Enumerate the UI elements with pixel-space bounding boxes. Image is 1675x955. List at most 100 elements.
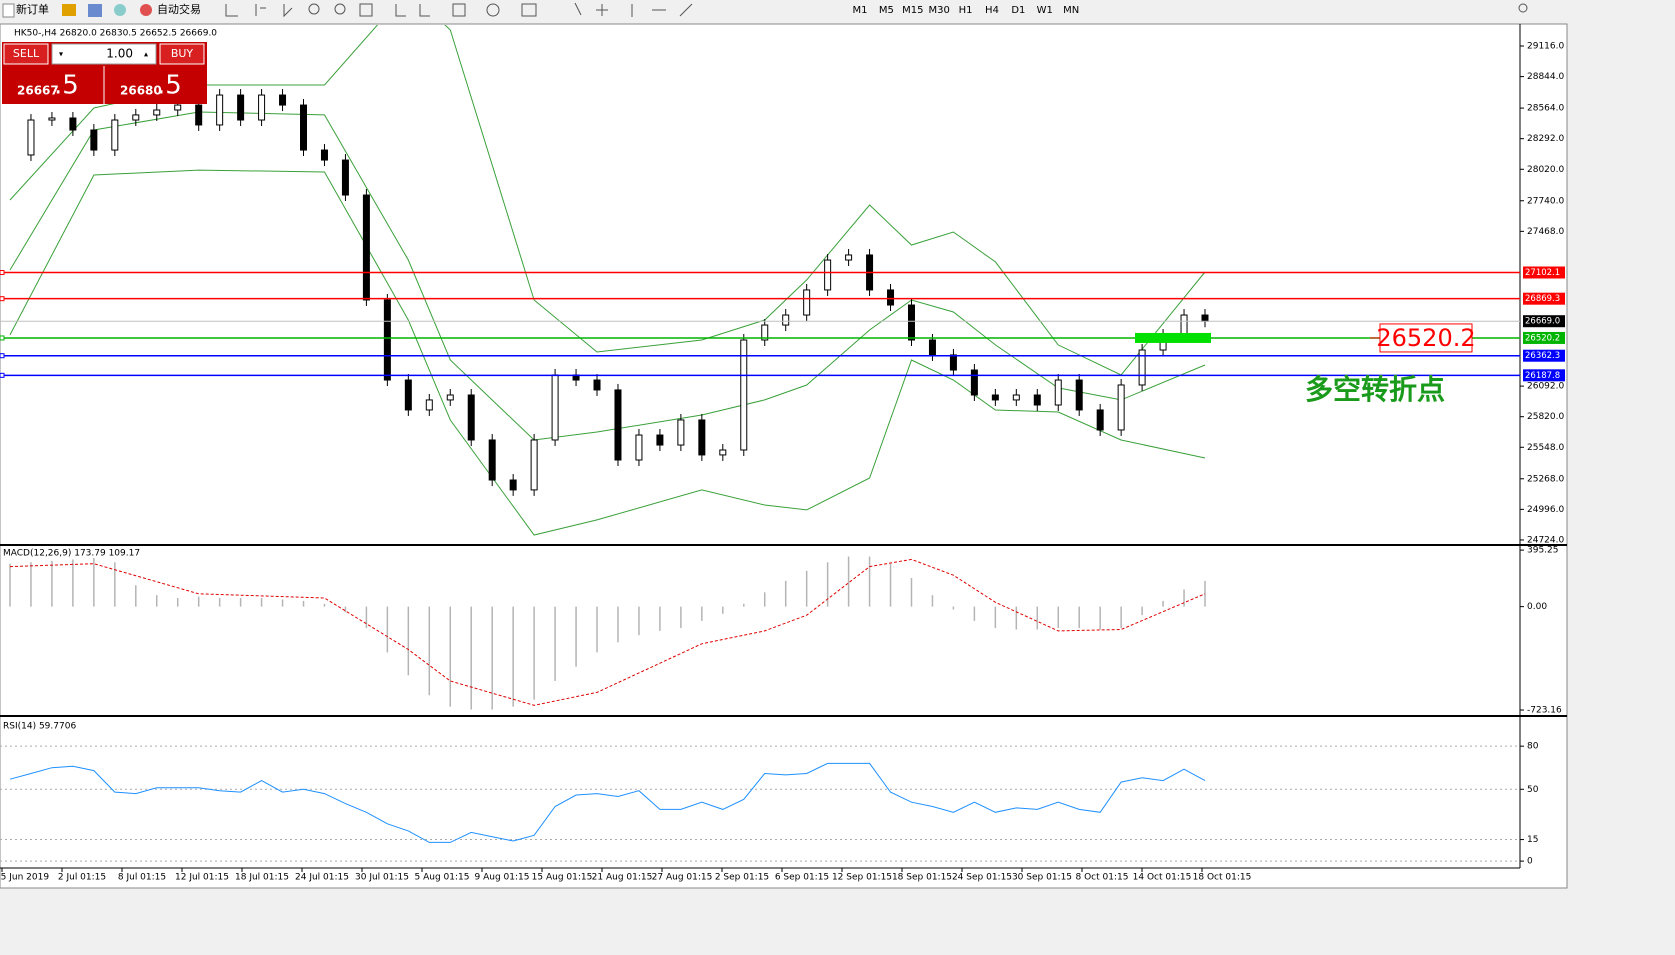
candle	[237, 94, 245, 121]
candle	[258, 94, 266, 121]
x-tick-label: 18 Jul 01:15	[235, 873, 289, 883]
ask-tail[interactable]: .5	[157, 71, 182, 101]
level-anchor	[0, 372, 5, 378]
level-label-bg	[1523, 292, 1565, 305]
chart-title: HK50-,H4 26820.0 26830.5 26652.5 26669.0	[14, 29, 217, 39]
zoom-out[interactable]	[334, 3, 346, 15]
x-tick-label: 18 Oct 01:15	[1193, 873, 1252, 883]
timeframes: M1 M5 M15 M30 H1 H4 D1 W1 MN	[853, 5, 1080, 16]
search[interactable]	[1518, 3, 1528, 13]
level-label-bg	[1523, 369, 1565, 382]
rsi-line	[9, 762, 1206, 843]
y-tick-label: 15	[1527, 835, 1538, 845]
y-tick-label: 27740.0	[1527, 196, 1564, 206]
candle	[509, 479, 517, 491]
y-tick-label: 28564.0	[1527, 104, 1564, 114]
x-tick-label: 12 Jul 01:15	[175, 873, 229, 883]
x-tick-label: 24 Sep 01:15	[952, 873, 1012, 883]
timeframe[interactable]: D1	[1011, 5, 1025, 16]
new-order-icon[interactable]	[2, 3, 15, 18]
candle	[970, 369, 978, 396]
x-tick-label: 9 Aug 01:15	[475, 873, 530, 883]
chart-window	[0, 23, 1568, 889]
candle	[320, 149, 328, 161]
buy-button[interactable]	[159, 43, 205, 65]
icon[interactable]	[521, 3, 537, 17]
candle	[488, 439, 496, 481]
icon[interactable]	[486, 3, 500, 17]
candle	[383, 299, 391, 381]
y-tick-label: 28292.0	[1527, 134, 1564, 144]
timeframe[interactable]: MN	[1063, 5, 1079, 16]
timeframe[interactable]: H1	[959, 5, 973, 16]
sell-button[interactable]	[3, 43, 49, 65]
candle	[404, 379, 412, 411]
icon[interactable]	[114, 4, 126, 16]
timeframe[interactable]: M5	[879, 5, 894, 16]
plot: HK50-,H4 26820.0 26830.5 26652.5 26669.0…	[0, 25, 1565, 883]
candle	[614, 389, 622, 461]
candle	[761, 324, 769, 341]
lots-input[interactable]	[51, 43, 157, 65]
x-tick-label: 15 Aug 01:15	[532, 873, 593, 883]
timeframe[interactable]: H4	[985, 5, 999, 16]
trade-panel: SELL BUY ▾ ▴ 1.00 26667 .5 26680 .5	[2, 42, 207, 104]
icon[interactable]	[62, 4, 76, 16]
x-tick-label: 14 Oct 01:15	[1133, 873, 1192, 883]
level-label-bg	[1523, 266, 1565, 279]
x-tick-label: 27 Aug 01:15	[652, 873, 713, 883]
y-tick-label: 28844.0	[1527, 72, 1564, 82]
y-tick-label: 25268.0	[1527, 474, 1564, 484]
y-tick-label: 24724.0	[1527, 535, 1564, 545]
new-order[interactable]: 新订单	[16, 2, 49, 16]
candle	[1096, 409, 1104, 431]
level-anchor	[0, 353, 5, 359]
sell-label[interactable]: SELL	[13, 47, 40, 60]
y-tick-label: 50	[1527, 785, 1539, 795]
candle	[1054, 379, 1062, 406]
level-label: 26869.3	[1525, 294, 1560, 304]
timeframe[interactable]: W1	[1037, 5, 1053, 16]
x-tick-label: 30 Jul 01:15	[355, 873, 409, 883]
icon[interactable]	[452, 3, 466, 17]
lots-up[interactable]: ▴	[144, 50, 148, 59]
candle	[949, 354, 957, 371]
candle	[446, 394, 454, 401]
icon[interactable]	[88, 4, 102, 17]
y-tick-label: 25548.0	[1527, 443, 1564, 453]
x-tick-label: 8 Jul 01:15	[118, 873, 166, 883]
icon[interactable]	[395, 2, 693, 17]
candle	[153, 109, 161, 116]
timeframe[interactable]: M30	[929, 5, 950, 16]
bollinger-band	[9, 25, 1206, 376]
timeframe[interactable]: M15	[902, 5, 923, 16]
auto-trade-icon[interactable]	[140, 4, 152, 16]
candle	[1012, 394, 1020, 401]
timeframe[interactable]: M1	[853, 5, 868, 16]
lots-down[interactable]: ▾	[59, 50, 63, 59]
y-tick-label: 27468.0	[1527, 227, 1564, 237]
bid-main[interactable]: 26667	[17, 84, 59, 98]
lots[interactable]: 1.00	[106, 47, 133, 61]
chart-title: MACD(12,26,9) 173.79 109.17	[3, 549, 140, 559]
candle	[887, 289, 895, 306]
candle	[1117, 384, 1125, 431]
candle	[1201, 314, 1209, 322]
auto-trade[interactable]: 自动交易	[157, 2, 201, 16]
level-label: 27102.1	[1525, 268, 1560, 278]
level-anchor	[0, 335, 5, 341]
bid-tail[interactable]: .5	[54, 71, 79, 101]
level-label: 26669.0	[1525, 317, 1560, 327]
y-tick-label: 26092.0	[1527, 382, 1564, 392]
candle	[845, 254, 853, 261]
icon[interactable]	[225, 4, 293, 18]
icon[interactable]	[359, 3, 373, 17]
zoom-in[interactable]	[308, 3, 320, 15]
level-label: 26520.2	[1525, 333, 1560, 343]
y-tick-label: -723.16	[1527, 706, 1562, 716]
ask-main[interactable]: 26680	[120, 84, 162, 98]
x-tick-label: 30 Sep 01:15	[1012, 873, 1072, 883]
buy-label[interactable]: BUY	[171, 47, 194, 60]
candle	[803, 289, 811, 316]
